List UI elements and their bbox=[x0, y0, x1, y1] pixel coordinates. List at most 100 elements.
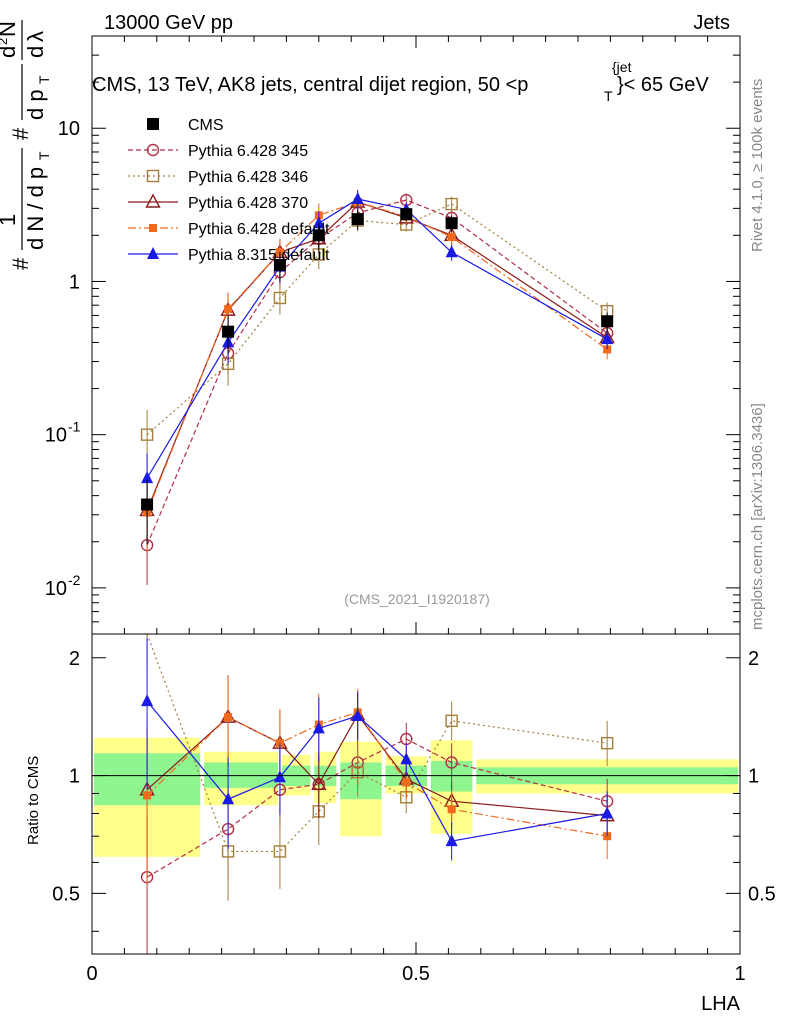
marker-square bbox=[351, 213, 364, 226]
x-axis-title: LHA bbox=[701, 993, 741, 1015]
y-axis-title: # 1 d N / d p T # d p T d 2 N d λ bbox=[0, 20, 52, 270]
marker-open-square bbox=[351, 766, 364, 779]
ratio-y-axis-title: Ratio to CMS bbox=[25, 756, 42, 845]
legend-label-pdef: Pythia 6.428 default bbox=[188, 221, 330, 238]
marker-filled-triangle bbox=[141, 471, 154, 484]
marker-square bbox=[141, 498, 154, 511]
marker-filled-triangle bbox=[141, 694, 154, 707]
ratio-tick-label-right: 0.5 bbox=[748, 883, 776, 905]
y-title-dpt-sub: T bbox=[36, 75, 52, 84]
mcplots-reference-label: mcplots.cern.ch [arXiv:1306.3436] bbox=[749, 403, 766, 630]
marker-small-square bbox=[275, 739, 284, 748]
legend-label-cms: CMS bbox=[188, 117, 224, 134]
ratio-line-p8 bbox=[146, 700, 608, 842]
marker-open-square bbox=[140, 428, 154, 441]
legend-label-p370: Pythia 6.428 370 bbox=[188, 195, 308, 212]
marker-filled-triangle bbox=[312, 721, 325, 734]
chart-title-sub: T bbox=[604, 88, 613, 104]
y-tick-exponent: -2 bbox=[68, 572, 81, 588]
x-tick-label: 1 bbox=[734, 963, 745, 985]
marker-open-square bbox=[273, 845, 287, 858]
y-title-d: d bbox=[0, 46, 20, 58]
marker-open-triangle bbox=[145, 193, 161, 208]
marker-filled-triangle bbox=[312, 216, 325, 229]
marker-small-square bbox=[143, 791, 152, 800]
header-left-label: 13000 GeV pp bbox=[104, 12, 233, 34]
marker-square bbox=[147, 118, 159, 130]
ratio-line-p346 bbox=[146, 633, 608, 853]
marker-open-square bbox=[146, 169, 160, 183]
marker-square bbox=[312, 229, 325, 242]
marker-small-square bbox=[149, 224, 157, 232]
y-title-dndpt: d N / d p bbox=[23, 167, 48, 250]
marker-square bbox=[601, 315, 614, 328]
marker-square bbox=[445, 217, 458, 230]
ratio-tick-label-right: 2 bbox=[748, 648, 759, 670]
main-panel-data bbox=[139, 189, 615, 585]
ratio-tick-label-right: 1 bbox=[748, 766, 759, 788]
marker-filled-triangle bbox=[273, 770, 286, 783]
ratio-tick-label: 1 bbox=[69, 766, 80, 788]
marker-open-square bbox=[600, 736, 614, 750]
marker-filled-triangle bbox=[351, 192, 364, 205]
marker-filled-triangle bbox=[222, 792, 235, 805]
marker-open-triangle bbox=[311, 775, 327, 790]
y-title-dpt: d p bbox=[23, 89, 48, 120]
y-title-n: N bbox=[0, 21, 20, 37]
y-title-hash2: # bbox=[8, 127, 33, 140]
y-title-exp2: 2 bbox=[0, 38, 10, 45]
marker-filled-triangle bbox=[400, 752, 413, 765]
marker-filled-triangle bbox=[601, 806, 614, 819]
marker-filled-triangle bbox=[147, 247, 159, 259]
legend-label-p345: Pythia 6.428 345 bbox=[188, 143, 308, 160]
x-tick-label: 0 bbox=[86, 963, 97, 985]
marker-filled-triangle bbox=[445, 245, 458, 258]
x-tick-label: 0.5 bbox=[402, 963, 430, 985]
y-tick-label: 10 bbox=[58, 118, 80, 140]
ratio-tick-label: 2 bbox=[69, 648, 80, 670]
marker-filled-triangle bbox=[351, 708, 364, 721]
ratio-uncertainty-bands bbox=[93, 737, 739, 857]
y-tick-label: 10 bbox=[45, 578, 67, 600]
ratio-line-p345 bbox=[146, 738, 608, 878]
marker-square bbox=[400, 208, 413, 221]
marker-small-square bbox=[224, 713, 233, 722]
y-title-dl-d: d bbox=[23, 46, 48, 58]
series-line-pdef bbox=[146, 201, 608, 513]
marker-open-square bbox=[445, 197, 458, 211]
y-tick-exponent: -1 bbox=[68, 419, 81, 435]
chart-title-main: CMS, 13 TeV, AK8 jets, central dijet reg… bbox=[92, 74, 528, 96]
series-line-p345 bbox=[146, 199, 608, 546]
y-title-dndpt-sub: T bbox=[36, 151, 52, 160]
legend-label-p8: Pythia 8.315 default bbox=[188, 247, 330, 264]
marker-open-square bbox=[445, 714, 458, 728]
legend: CMS Pythia 6.428 345 Pythia 6.428 346 Pythi… bbox=[128, 117, 330, 264]
chart-title: CMS, 13 TeV, AK8 jets, central dijet reg… bbox=[92, 59, 709, 104]
marker-filled-triangle bbox=[601, 332, 614, 345]
rivet-version-label: Rivet 4.1.0, ≥ 100k events bbox=[749, 79, 766, 252]
header-right-label: Jets bbox=[693, 12, 730, 34]
marker-small-square bbox=[224, 305, 233, 314]
chart-title-sup: {jet bbox=[612, 59, 632, 75]
chart-title-tail: }< 65 GeV bbox=[617, 74, 709, 96]
legend-label-p346: Pythia 6.428 346 bbox=[188, 169, 308, 186]
y-tick-label: 10 bbox=[45, 425, 67, 447]
series-line-p346 bbox=[146, 203, 608, 436]
band-inner-bin bbox=[340, 762, 382, 800]
marker-small-square bbox=[447, 233, 456, 242]
marker-small-square bbox=[603, 345, 612, 354]
y-tick-label: 1 bbox=[69, 271, 80, 293]
ratio-tick-label: 0.5 bbox=[52, 883, 80, 905]
ratio-panel-data bbox=[139, 633, 615, 954]
y-title-one: 1 bbox=[0, 214, 20, 226]
marker-small-square bbox=[447, 805, 456, 814]
marker-filled-triangle bbox=[445, 834, 458, 847]
marker-small-square bbox=[402, 778, 411, 787]
marker-square bbox=[273, 259, 286, 272]
analysis-watermark: (CMS_2021_I1920187) bbox=[344, 591, 490, 607]
marker-open-square bbox=[273, 291, 287, 305]
y-title-hash1: # bbox=[8, 257, 33, 270]
y-title-lambda: λ bbox=[23, 31, 48, 42]
marker-open-circle bbox=[445, 756, 458, 769]
